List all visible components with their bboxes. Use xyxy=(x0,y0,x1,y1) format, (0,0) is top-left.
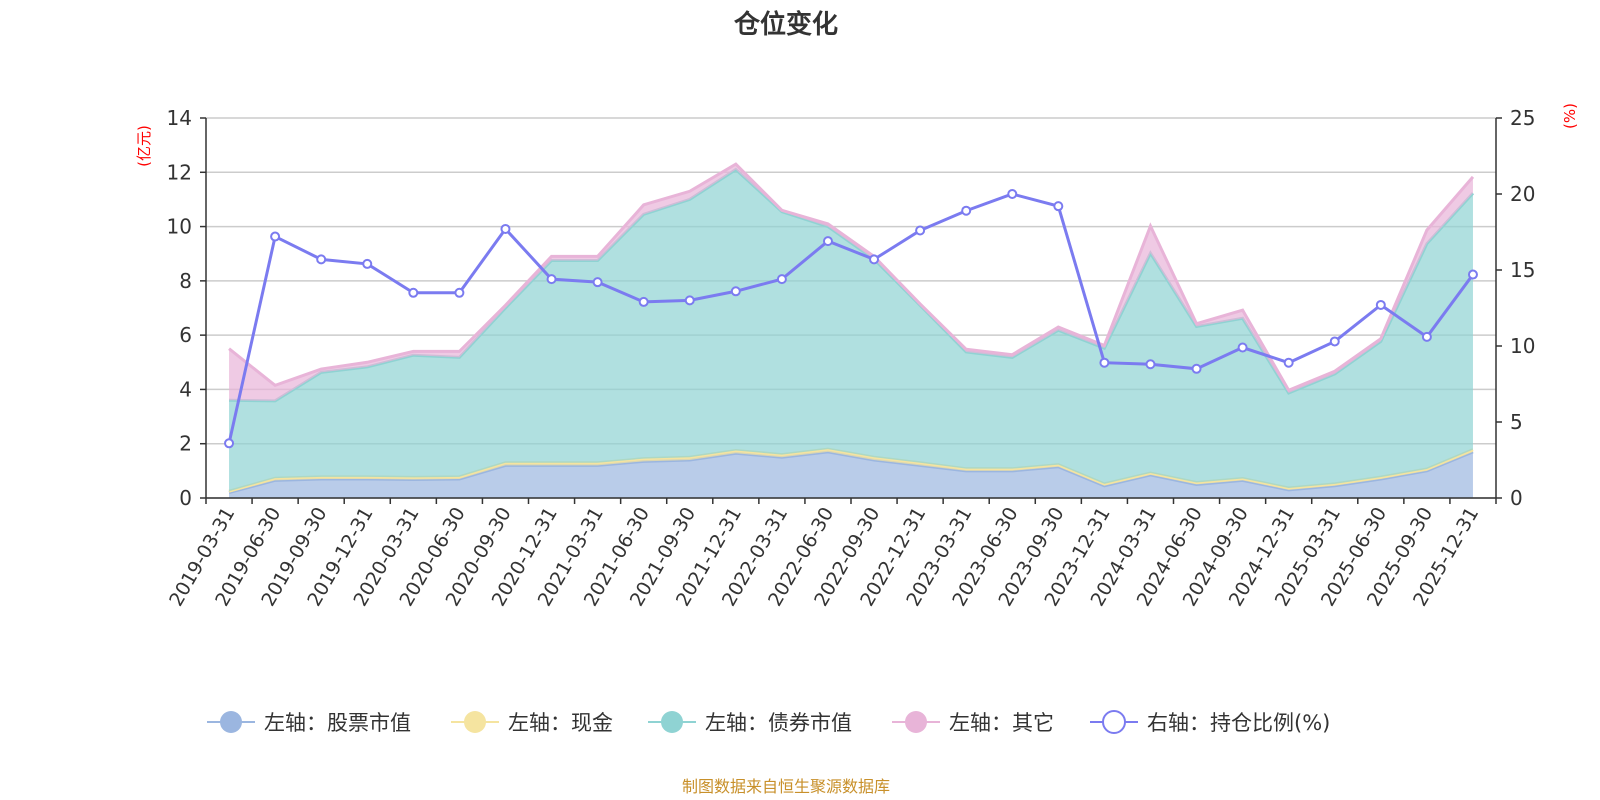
ratio-point xyxy=(1329,336,1340,347)
ratio-point xyxy=(1237,342,1248,353)
ratio-point xyxy=(1099,357,1110,368)
ratio-point xyxy=(546,274,557,285)
ratio-point xyxy=(362,258,373,269)
right-tick-label: 25 xyxy=(1510,106,1535,130)
left-tick-label: 10 xyxy=(167,215,192,239)
legend-item-现金[interactable]: 左轴：现金 xyxy=(451,711,613,735)
left-tick-label: 12 xyxy=(167,160,192,184)
ratio-point xyxy=(1421,331,1432,342)
ratio-point xyxy=(1145,359,1156,370)
left-axis-unit: (亿元) xyxy=(135,125,153,167)
legend-label: 左轴：股票市值 xyxy=(264,711,411,735)
right-tick-label: 20 xyxy=(1510,182,1535,206)
left-tick-label: 6 xyxy=(179,323,192,347)
ratio-point xyxy=(961,205,972,216)
area-line-其它 xyxy=(228,162,1475,393)
legend-marker xyxy=(661,711,683,733)
right-tick-label: 0 xyxy=(1510,486,1523,510)
chart-title: 仓位变化 xyxy=(733,9,838,40)
legend-marker xyxy=(1102,710,1126,734)
left-tick-label: 14 xyxy=(167,106,192,130)
ratio-point xyxy=(915,225,926,236)
ratio-point xyxy=(1053,201,1064,212)
legend-label: 左轴：现金 xyxy=(508,711,613,735)
ratio-line xyxy=(224,189,1478,449)
ratio-point xyxy=(224,438,235,449)
ratio-point xyxy=(730,286,741,297)
right-tick-label: 5 xyxy=(1510,410,1523,434)
legend-marker xyxy=(220,711,242,733)
legend-marker xyxy=(464,711,486,733)
ratio-point xyxy=(1467,269,1478,280)
legend: 左轴：股票市值 左轴：现金 左轴：债券市值 左轴：其它 右轴：持仓比例(%) xyxy=(207,710,1330,735)
legend-item-其它[interactable]: 左轴：其它 xyxy=(892,711,1054,735)
legend-marker xyxy=(905,711,927,733)
legend-item-持仓比例(%)[interactable]: 右轴：持仓比例(%) xyxy=(1090,710,1330,735)
ratio-point xyxy=(270,231,281,242)
ratio-point xyxy=(684,295,695,306)
legend-item-股票市值[interactable]: 左轴：股票市值 xyxy=(207,711,411,735)
ratio-point xyxy=(500,223,511,234)
ratio-point xyxy=(1375,299,1386,310)
ratio-line-path xyxy=(227,192,1475,444)
ratio-point xyxy=(638,296,649,307)
stacked-areas xyxy=(228,162,1475,498)
legend-label: 右轴：持仓比例(%) xyxy=(1147,711,1330,735)
left-tick-label: 4 xyxy=(179,377,192,401)
ratio-point xyxy=(822,236,833,247)
ratio-point xyxy=(869,254,880,265)
ratio-point xyxy=(592,277,603,288)
left-tick-label: 0 xyxy=(179,486,192,510)
right-axis-unit: (%) xyxy=(1561,103,1579,129)
legend-item-债券市值[interactable]: 左轴：债券市值 xyxy=(648,711,852,735)
right-tick-label: 15 xyxy=(1510,258,1535,282)
ratio-point xyxy=(776,274,787,285)
ratio-point xyxy=(454,287,465,298)
ratio-point xyxy=(408,287,419,298)
area-股票市值 xyxy=(229,451,1473,498)
left-tick-label: 8 xyxy=(179,269,192,293)
right-tick-label: 10 xyxy=(1510,334,1535,358)
source-note: 制图数据来自恒生聚源数据库 xyxy=(682,777,890,796)
left-tick-label: 2 xyxy=(179,432,192,456)
legend-label: 左轴：其它 xyxy=(949,711,1054,735)
ratio-point xyxy=(1283,357,1294,368)
legend-label: 左轴：债券市值 xyxy=(705,711,852,735)
ratio-point xyxy=(316,254,327,265)
area-债券市值 xyxy=(229,169,1473,492)
ratio-point xyxy=(1191,363,1202,374)
ratio-point xyxy=(1007,189,1018,199)
